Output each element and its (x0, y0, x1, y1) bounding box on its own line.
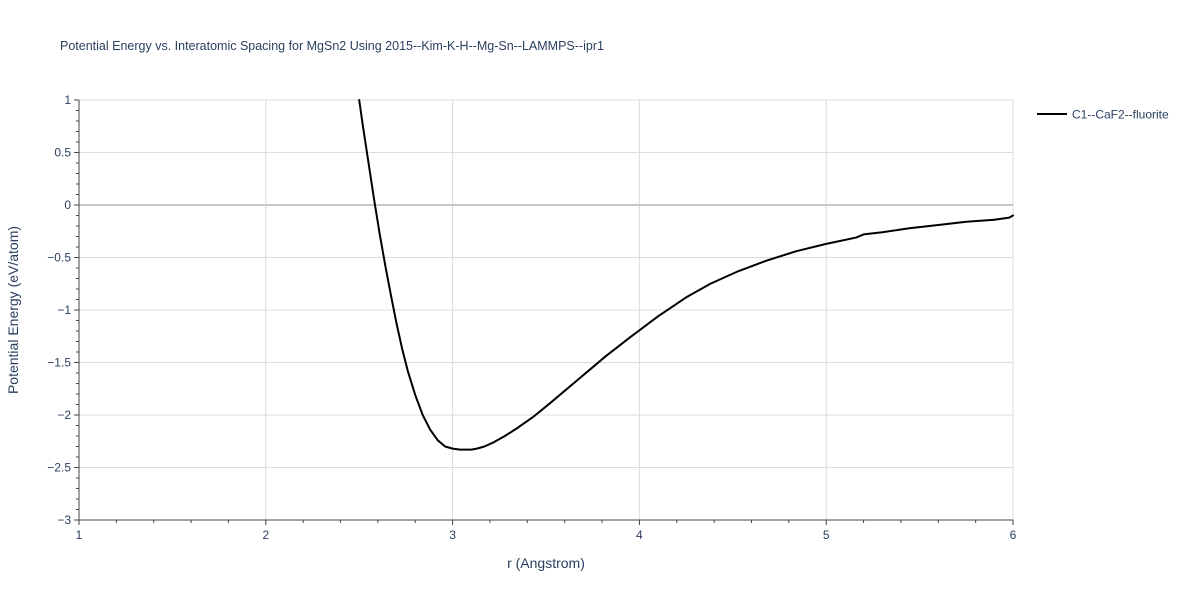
x-axis-title: r (Angstrom) (507, 555, 585, 571)
x-tick-label: 4 (636, 528, 643, 542)
y-tick-label: 1 (64, 93, 71, 107)
y-axis-title: Potential Energy (eV/atom) (5, 226, 21, 394)
chart-title: Potential Energy vs. Interatomic Spacing… (60, 39, 604, 53)
series-line-0 (358, 99, 1014, 451)
x-tick-label: 1 (76, 528, 83, 542)
y-tick-label: −2 (57, 408, 71, 422)
x-tick-label: 3 (449, 528, 456, 542)
legend[interactable]: C1--CaF2--fluorite (1037, 108, 1169, 122)
y-tick-label: −2.5 (47, 461, 71, 475)
series-layer (358, 99, 1014, 451)
y-tick-label: −3 (57, 513, 71, 527)
x-tick-label: 6 (1010, 528, 1017, 542)
legend-label-c1-caf2-fluorite: C1--CaF2--fluorite (1072, 108, 1169, 122)
y-tick-label: 0 (64, 198, 71, 212)
y-tick-label: 0.5 (54, 146, 71, 160)
y-tick-label: −1 (57, 303, 71, 317)
x-tick-label: 5 (823, 528, 830, 542)
y-tick-label: −1.5 (47, 356, 71, 370)
y-tick-label: −0.5 (47, 251, 71, 265)
axes: 1 2 3 4 5 6 1 0.5 0 −0.5 −1 −1.5 −2 −2.5 −3 (47, 93, 1016, 542)
x-tick-label: 2 (262, 528, 269, 542)
